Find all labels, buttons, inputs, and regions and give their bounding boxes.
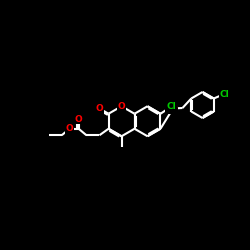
Text: Cl: Cl xyxy=(166,102,176,111)
Text: Cl: Cl xyxy=(220,90,229,98)
Text: O: O xyxy=(118,102,126,111)
Text: O: O xyxy=(75,114,82,124)
Text: O: O xyxy=(169,104,177,113)
Text: O: O xyxy=(96,104,103,113)
Text: O: O xyxy=(66,124,74,133)
